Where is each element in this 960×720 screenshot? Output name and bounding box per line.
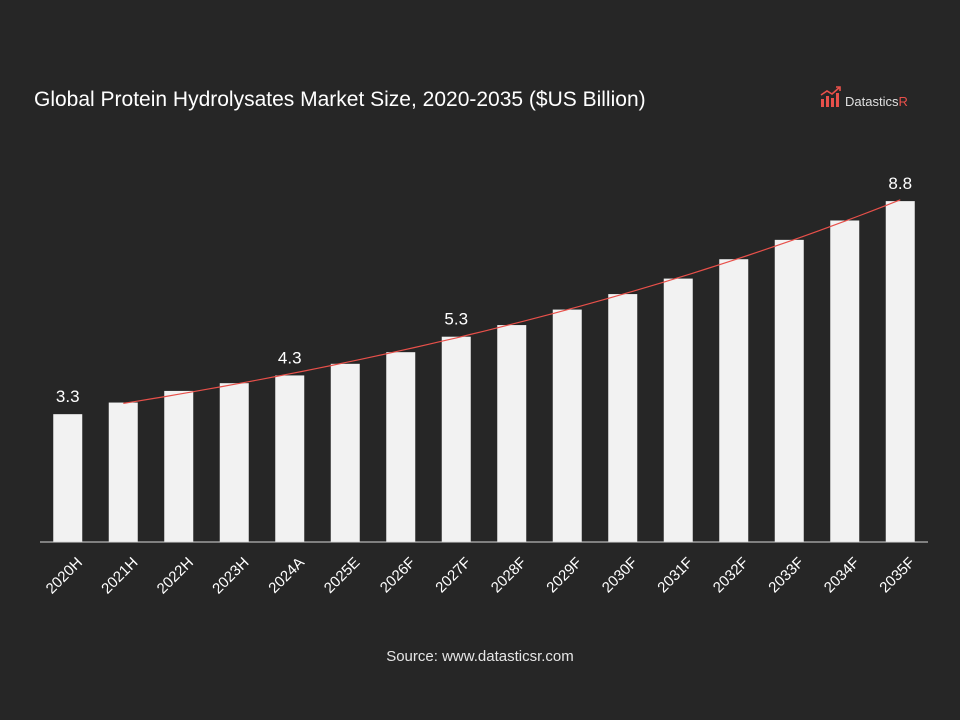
bar-2031F [663,278,693,542]
logo-wordmark: DatasticsR [845,94,908,109]
x-tick-label: 2028F [488,554,530,596]
x-tick-label: 2030F [599,554,641,596]
x-tick-label: 2032F [710,554,752,596]
x-tick-label: 2022H [154,554,197,597]
bar-2032F [719,259,749,542]
data-label-2035F: 8.8 [888,174,912,193]
data-label-2024A: 4.3 [278,348,302,367]
x-tick-label: 2020H [43,554,86,597]
bar-2028F [497,325,527,542]
bar-2033F [774,239,804,542]
x-tick-label: 2034F [821,554,863,596]
x-tick-label: 2033F [765,554,807,596]
x-tick-label: 2023H [209,554,252,597]
bar-2026F [386,352,416,542]
x-tick-label: 2027F [432,554,474,596]
bar-2030F [608,294,638,542]
bar-2022H [164,390,194,542]
x-tick-label: 2029F [543,554,585,596]
bar-2023H [219,383,249,542]
x-tick-label: 2021H [98,554,141,597]
bar-2027F [441,336,471,542]
bar-2021H [108,402,138,542]
bar-2025E [330,363,360,542]
trend-line [123,199,901,404]
data-label-2020H: 3.3 [56,387,80,406]
chart-title: Global Protein Hydrolysates Market Size,… [34,88,646,111]
x-tick-label: 2025E [321,554,364,597]
bar-2029F [552,309,582,542]
data-label-2027F: 5.3 [444,310,468,329]
source-note: Source: www.datasticsr.com [386,648,574,665]
x-tick-label: 2026F [377,554,419,596]
bar-2020H [53,414,83,542]
bar-2024A [275,375,305,542]
x-tick-label: 2031F [654,554,696,596]
x-tick-label: 2024A [265,554,308,597]
brand-logo: DatasticsR [820,86,908,108]
bar-2034F [830,220,860,543]
bar-2035F [885,201,915,542]
bar-chart-logo-icon [820,86,841,107]
x-tick-label: 2035F [876,554,918,596]
